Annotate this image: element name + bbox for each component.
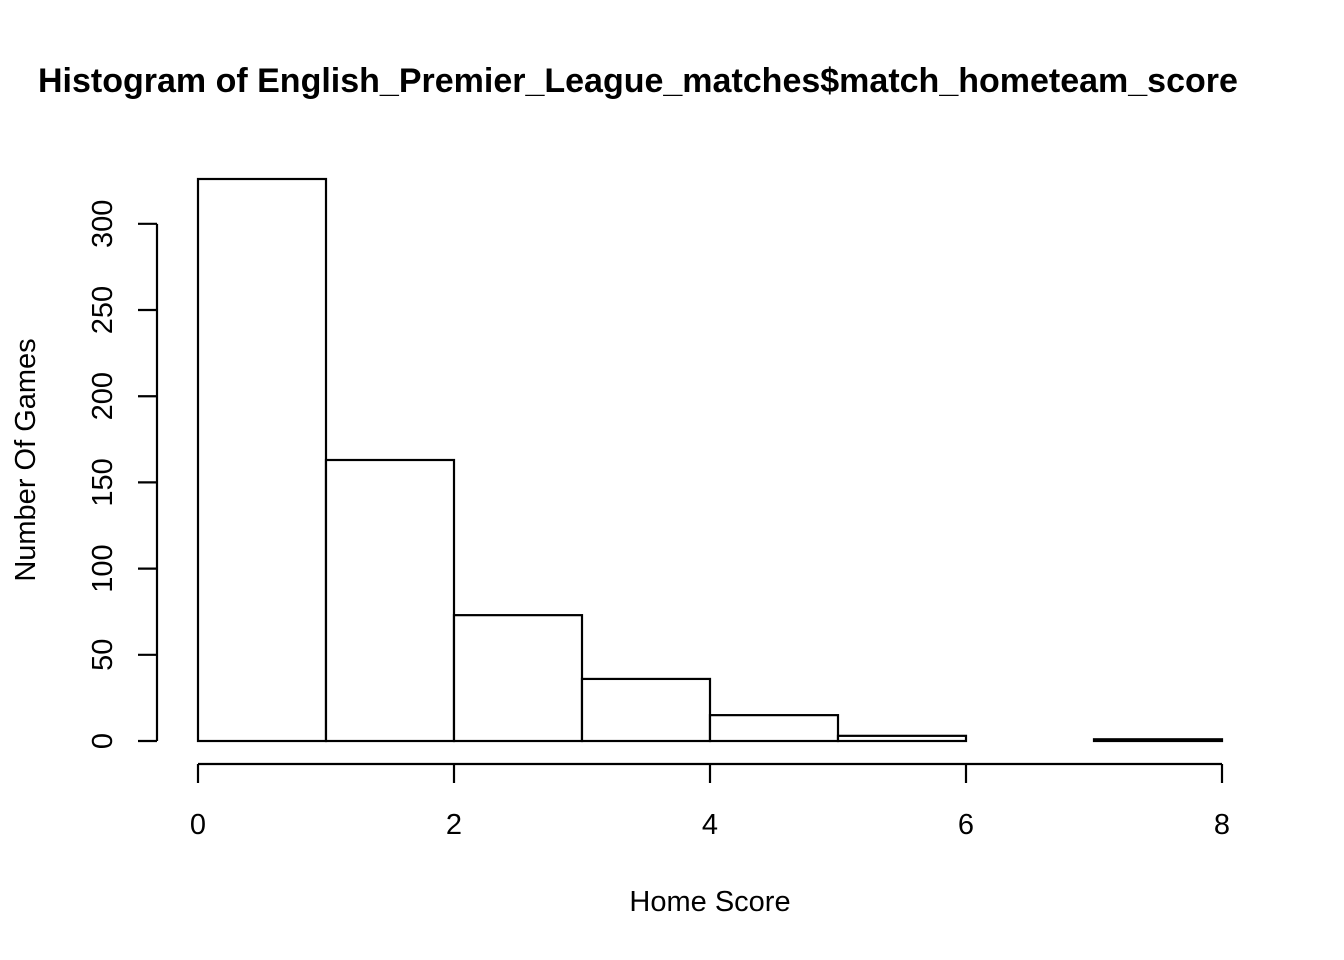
y-tick-label: 150 (87, 458, 119, 506)
histogram-bar-3 (580, 677, 712, 743)
y-tick-label: 50 (87, 639, 119, 671)
y-axis-label: Number Of Games (10, 338, 42, 581)
x-tick-label: 6 (958, 809, 974, 841)
histogram-bars (196, 177, 1224, 743)
x-tick-label: 0 (190, 809, 206, 841)
histogram-bar-1 (324, 458, 456, 743)
x-axis: 0 2 4 6 8 (190, 762, 1230, 841)
x-axis-label: Home Score (629, 886, 790, 918)
x-tick-label: 2 (446, 809, 462, 841)
y-tick-label: 0 (87, 733, 119, 749)
chart-title: Histogram of English_Premier_League_matc… (38, 62, 1238, 100)
histogram-bar-0 (196, 177, 328, 743)
y-tick-label: 300 (87, 200, 119, 248)
x-tick-label: 8 (1214, 809, 1230, 841)
histogram-bar-4 (708, 714, 840, 743)
y-tick-label: 100 (87, 544, 119, 592)
histogram-bar-5 (836, 734, 968, 743)
histogram-bar-7 (1092, 738, 1224, 743)
y-tick-label: 250 (87, 286, 119, 334)
x-tick-label: 4 (702, 809, 718, 841)
y-axis: 0 50 100 150 200 250 300 (87, 200, 159, 749)
histogram-bar-2 (452, 614, 584, 743)
y-tick-label: 200 (87, 372, 119, 420)
